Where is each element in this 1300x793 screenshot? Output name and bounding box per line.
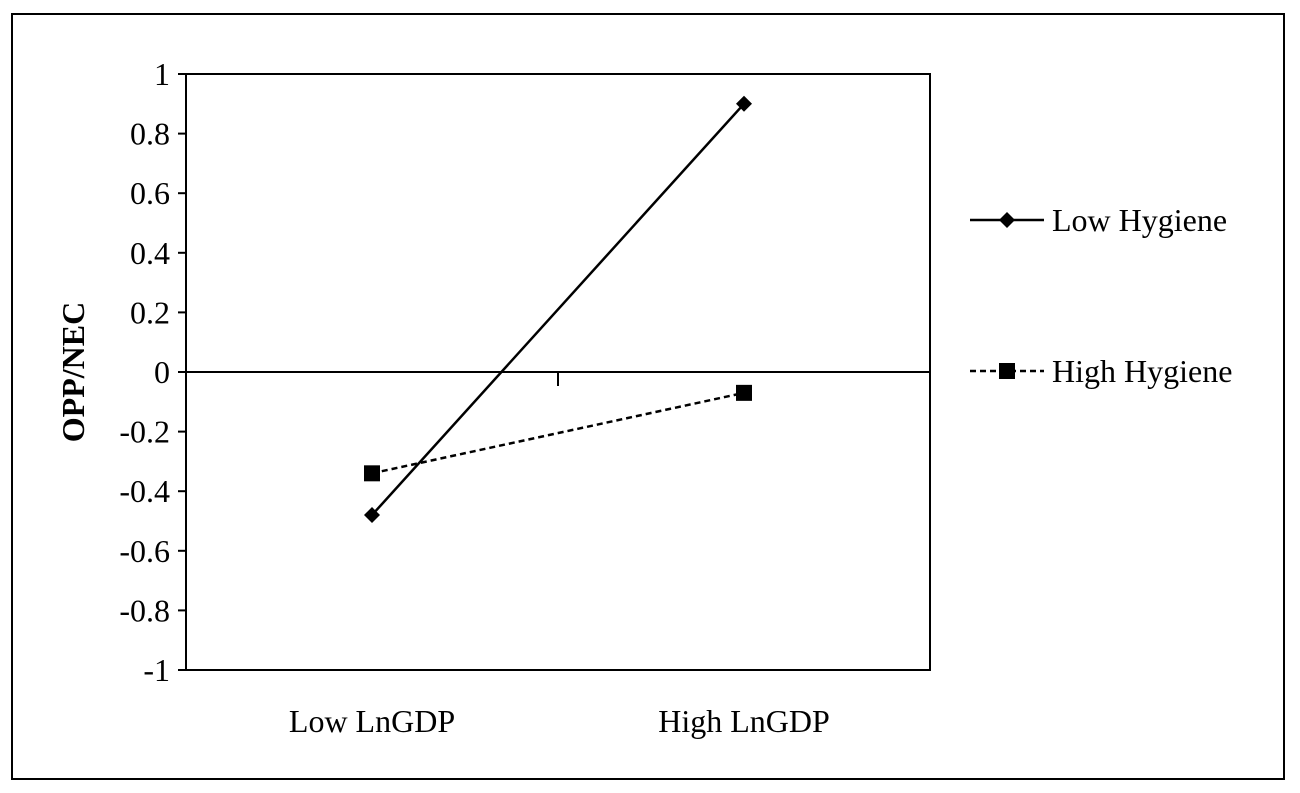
legend-label: High Hygiene bbox=[1052, 353, 1232, 389]
y-tick-label: -1 bbox=[143, 652, 170, 688]
y-tick-label: -0.2 bbox=[119, 414, 170, 450]
axis-layer: 1 0.8 0.6 0.4 0.2 0 -0.2 -0.4 -0.6 -0.8 -1 Low LnGD… bbox=[119, 56, 931, 739]
legend-marker bbox=[999, 212, 1015, 228]
legend-marker bbox=[999, 363, 1015, 379]
y-tick-label: 1 bbox=[154, 56, 170, 92]
legend-label: Low Hygiene bbox=[1052, 202, 1227, 238]
data-point bbox=[736, 384, 752, 401]
data-point bbox=[364, 507, 380, 524]
y-tick-label: -0.6 bbox=[119, 533, 170, 569]
y-tick-label: 0.2 bbox=[130, 294, 170, 330]
x-category-label: Low LnGDP bbox=[289, 703, 455, 739]
data-point bbox=[364, 465, 380, 482]
y-tick-label: 0 bbox=[154, 354, 170, 390]
data-point bbox=[736, 95, 752, 112]
series-line bbox=[371, 102, 745, 516]
x-category-label: High LnGDP bbox=[658, 703, 830, 739]
y-tick-label: 0.4 bbox=[130, 235, 170, 271]
y-axis-title: OPP/NEC bbox=[55, 302, 91, 442]
legend-layer: Low Hygiene High Hygiene bbox=[970, 202, 1232, 389]
y-tick-label: -0.8 bbox=[119, 592, 170, 628]
chart-frame bbox=[11, 13, 1285, 780]
series-line bbox=[371, 391, 745, 475]
series-layer bbox=[364, 95, 752, 524]
y-tick-label: 0.8 bbox=[130, 116, 170, 152]
y-tick-label: -0.4 bbox=[119, 473, 170, 509]
y-tick-label: 0.6 bbox=[130, 175, 170, 211]
